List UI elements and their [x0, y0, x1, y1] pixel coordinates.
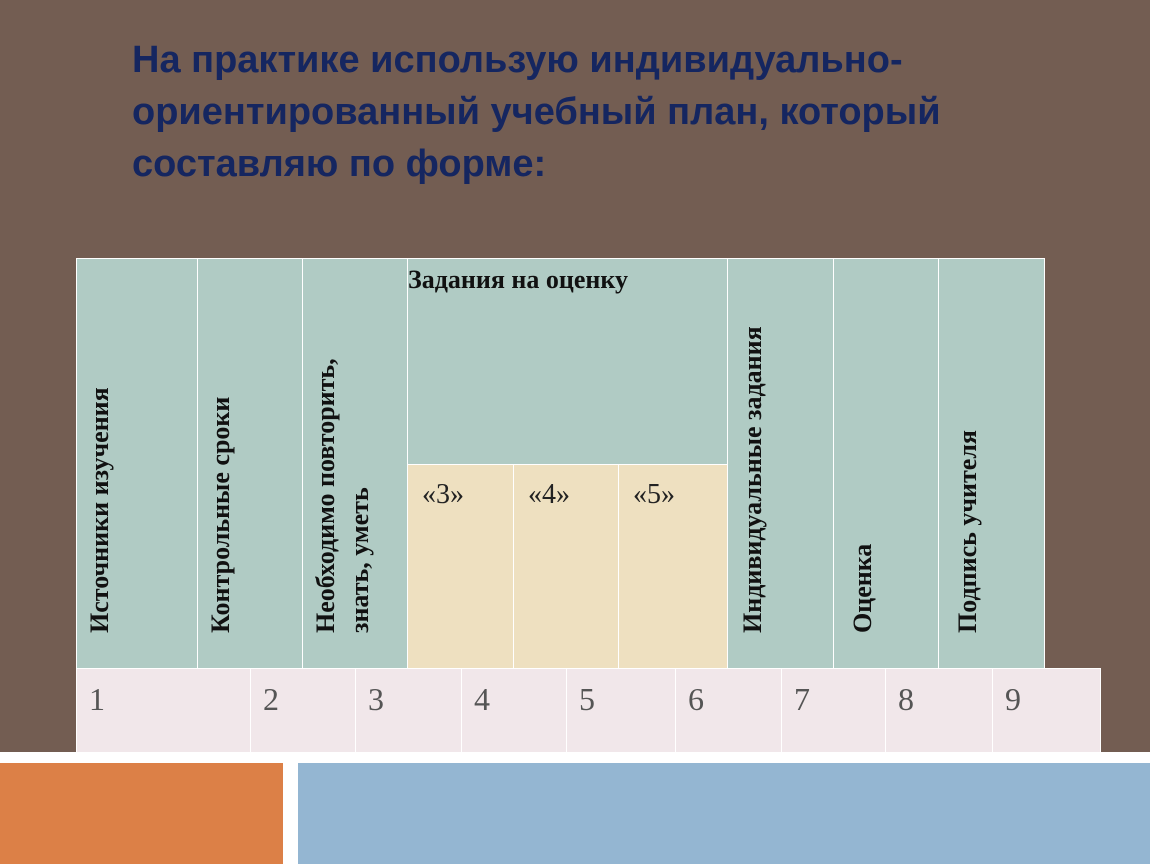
title-line-2: ориентированный учебный план, который [132, 91, 941, 133]
grade-label-4: «4» [528, 479, 570, 510]
header-tasks-label: Задания на оценку [408, 265, 628, 294]
header-deadlines-label: Контрольные сроки [206, 396, 235, 633]
header-repeat-label-2: знать, уметь [345, 487, 374, 633]
grade-cell-4: «4» [513, 464, 619, 670]
number-label-6: 6 [688, 681, 704, 717]
number-label-8: 8 [898, 681, 914, 717]
number-cell-9: 9 [992, 668, 1101, 754]
header-sources: Источники изучения [76, 258, 198, 670]
header-individual: Индивидуальные задания [727, 258, 834, 670]
number-cell-4: 4 [461, 668, 567, 754]
grade-cell-3: «3» [407, 464, 514, 670]
header-signature: Подпись учителя [938, 258, 1045, 670]
header-grade: Оценка [833, 258, 939, 670]
grade-cell-5: «5» [618, 464, 728, 670]
number-label-3: 3 [368, 681, 384, 717]
title-line-3: составляю по форме: [132, 143, 547, 185]
grade-label-3: «3» [422, 479, 464, 510]
number-label-1: 1 [89, 681, 105, 717]
number-cell-7: 7 [781, 668, 886, 754]
number-cell-1: 1 [76, 668, 251, 754]
header-repeat-label-1: Необходимо повторить, [311, 358, 340, 633]
grade-label-5: «5» [633, 479, 675, 510]
number-label-7: 7 [794, 681, 810, 717]
number-cell-2: 2 [250, 668, 356, 754]
number-label-9: 9 [1005, 681, 1021, 717]
header-signature-label: Подпись учителя [953, 430, 982, 633]
number-cell-5: 5 [566, 668, 676, 754]
number-cell-6: 6 [675, 668, 782, 754]
slide-title: На практике использую индивидуально- ори… [132, 34, 1122, 190]
footer-block-orange [0, 763, 283, 864]
number-label-2: 2 [263, 681, 279, 717]
number-cell-3: 3 [355, 668, 462, 754]
header-grade-label: Оценка [848, 543, 877, 633]
header-individual-label: Индивидуальные задания [738, 326, 767, 633]
number-label-4: 4 [474, 681, 490, 717]
number-cell-8: 8 [885, 668, 993, 754]
header-deadlines: Контрольные сроки [197, 258, 303, 670]
header-repeat: Необходимо повторить, знать, уметь [302, 258, 408, 670]
header-tasks: Задания на оценку [407, 258, 728, 465]
header-sources-label: Источники изучения [85, 387, 114, 633]
title-line-1: На практике использую индивидуально- [132, 39, 903, 81]
number-label-5: 5 [579, 681, 595, 717]
footer-block-blue [298, 763, 1150, 864]
